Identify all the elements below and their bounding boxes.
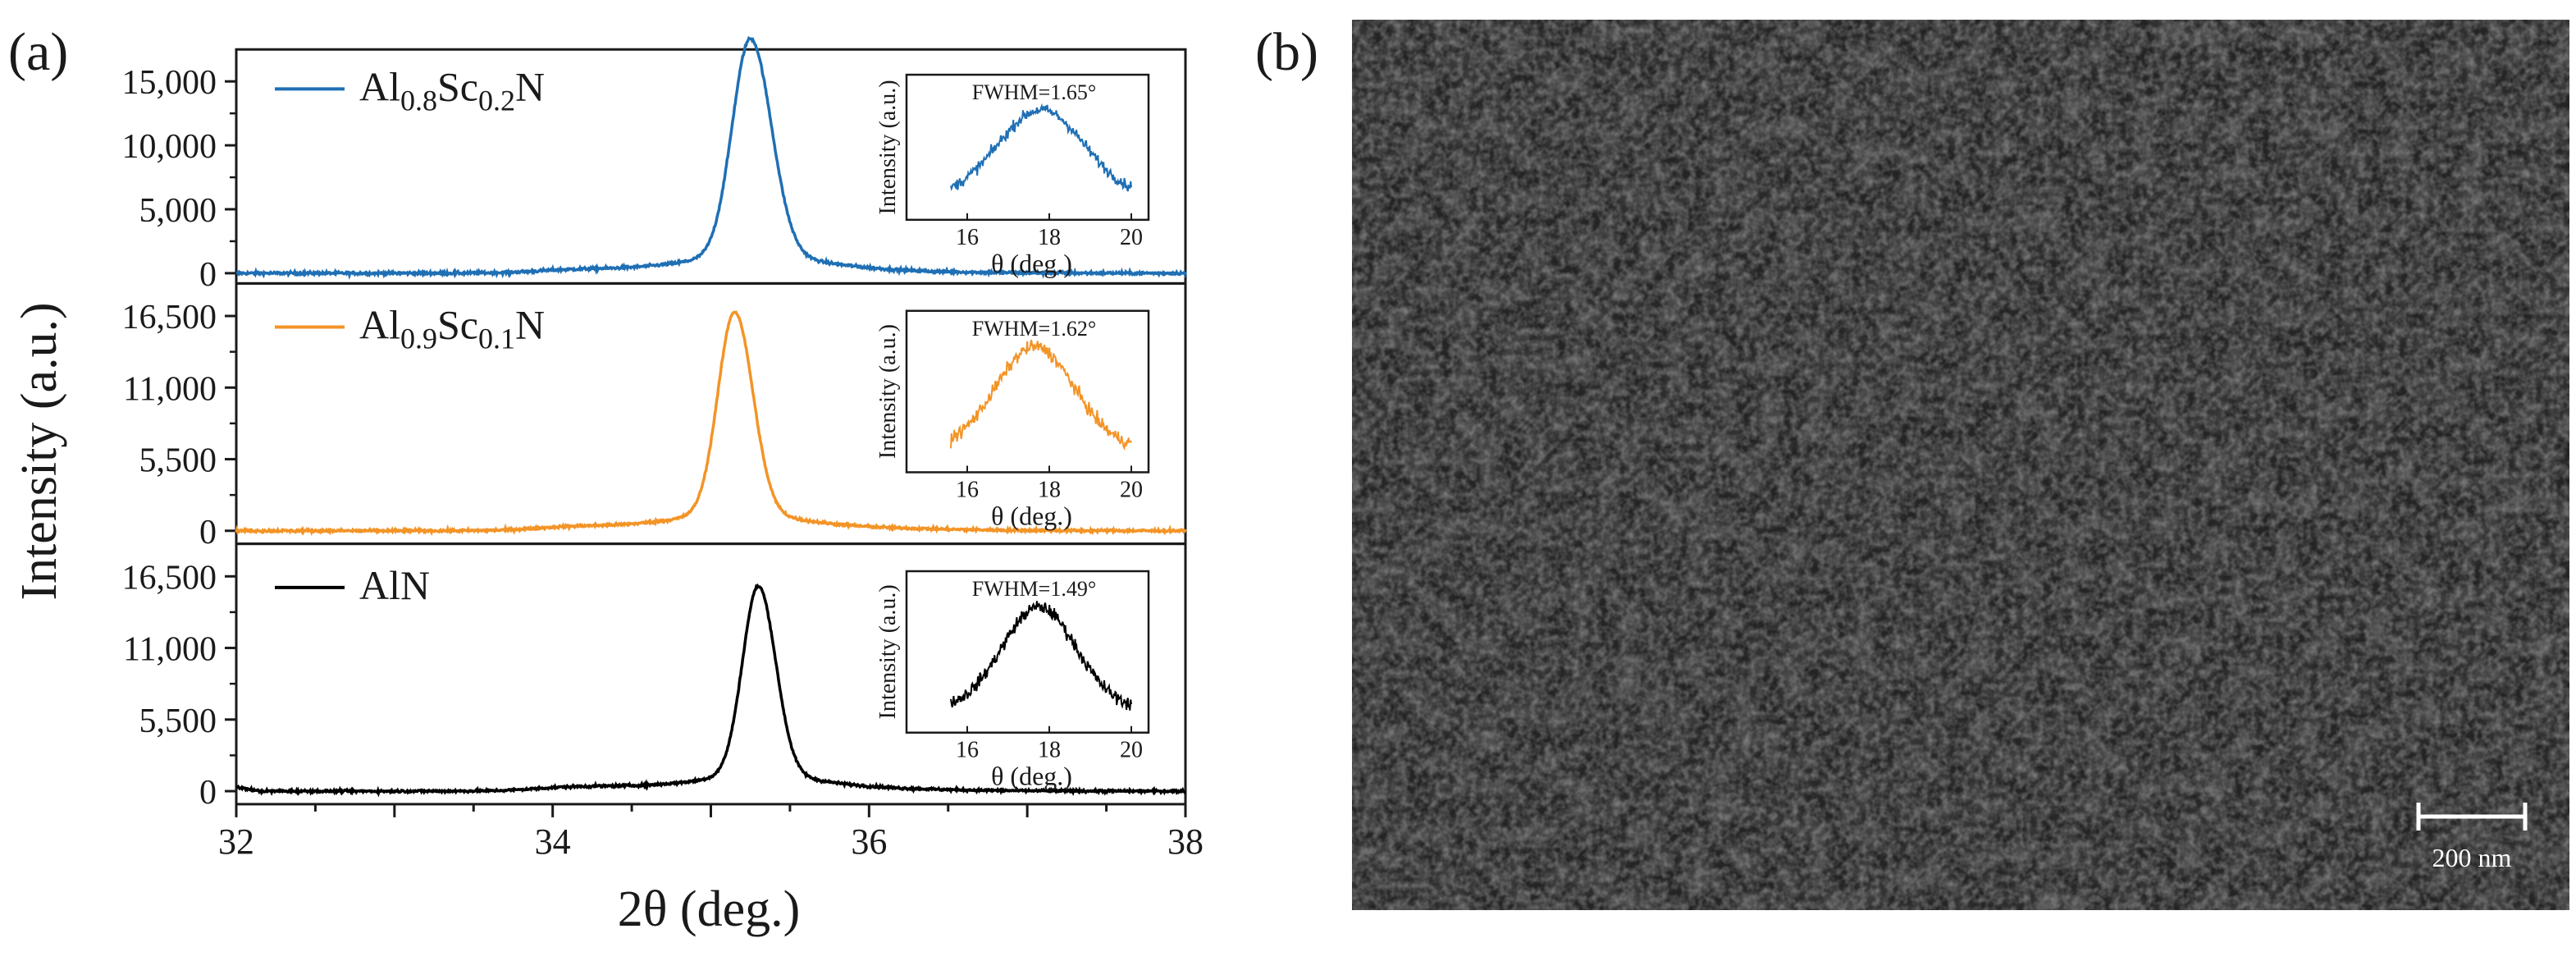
inset-x-tick-label: 20: [1120, 477, 1143, 502]
inset-fwhm-label: FWHM=1.65°: [972, 80, 1096, 104]
inset-frame: [905, 73, 1150, 222]
y-tick-label: 16,500: [122, 559, 217, 597]
inset-x-label: θ (deg.): [991, 249, 1072, 278]
x-axis-title: 2θ (deg.): [618, 881, 801, 937]
xrd-plots: 0 5,000 10,000 15,000 Al0.8Sc0.2N 16 18 20 θ (de…: [122, 35, 1204, 862]
inset-x-tick-label: 16: [956, 738, 979, 763]
scale-bar: 200 nm: [2416, 803, 2528, 872]
legend-entry: Al0.8Sc0.2N: [359, 63, 545, 117]
y-tick-label: 15,000: [122, 64, 217, 102]
panel-2: 0 5,500 11,000 16,500 Al0.9Sc0.1N 16 18 20 θ (de…: [122, 281, 1187, 551]
y-tick-label: 10,000: [122, 128, 217, 166]
x-tick-label: 34: [535, 821, 571, 862]
inset-x-label: θ (deg.): [991, 762, 1072, 791]
inset-plot: 16 18 20 θ (deg.) Intensity (a.u.) FWHM=1.62°: [875, 309, 1150, 530]
panel-a-label: (a): [8, 22, 68, 82]
legend-entry: AlN: [359, 562, 430, 608]
y-axis-title: Intensity (a.u.): [11, 302, 67, 600]
y-tick-label: 5,500: [139, 702, 217, 740]
inset-x-tick-label: 20: [1120, 738, 1143, 763]
inset-x-tick-label: 20: [1120, 225, 1143, 250]
panel-3: 0 5,500 11,000 16,500 AlN 16 18 20 θ (deg.) Inten…: [122, 542, 1187, 817]
panel-b-label: (b): [1255, 22, 1318, 82]
x-tick-label: 38: [1167, 821, 1204, 862]
inset-series-line: [950, 103, 1132, 192]
inset-y-label: Intensity (a.u.): [875, 80, 901, 214]
y-tick-label: 11,000: [123, 631, 217, 669]
inset-y-label: Intensity (a.u.): [875, 324, 901, 459]
inset-fwhm-label: FWHM=1.62°: [972, 317, 1096, 341]
inset-series-line: [950, 601, 1132, 711]
inset-x-tick-label: 18: [1038, 738, 1061, 763]
inset-fwhm-label: FWHM=1.49°: [972, 577, 1096, 601]
y-tick-label: 5,000: [139, 192, 217, 230]
y-tick-label: 11,000: [123, 370, 217, 408]
inset-frame: [905, 309, 1150, 474]
panel-1: 0 5,000 10,000 15,000 Al0.8Sc0.2N 16 18 20 θ (de…: [122, 35, 1187, 294]
series-line: [235, 583, 1187, 798]
y-tick-label: 0: [199, 256, 217, 294]
inset-x-tick-label: 16: [956, 477, 979, 502]
x-tick-label: 32: [218, 821, 254, 862]
inset-plot: 16 18 20 θ (deg.) Intensity (a.u.) FWHM=1.49°: [875, 570, 1150, 791]
sem-image: 200 nm: [1352, 20, 2569, 910]
series-line: [235, 35, 1187, 281]
inset-y-label: Intensity (a.u.): [875, 584, 901, 719]
inset-series-line: [950, 339, 1132, 451]
inset-frame: [905, 570, 1150, 734]
inset-x-tick-label: 18: [1038, 477, 1061, 502]
scale-bar-label: 200 nm: [2432, 843, 2512, 872]
y-tick-label: 5,500: [139, 442, 217, 480]
legend-entry: Al0.9Sc0.1N: [359, 302, 545, 355]
inset-x-label: θ (deg.): [991, 501, 1072, 530]
inset-x-tick-label: 18: [1038, 225, 1061, 250]
y-tick-label: 0: [199, 514, 217, 551]
series-line: [235, 310, 1187, 537]
y-tick-label: 0: [199, 774, 217, 812]
inset-plot: 16 18 20 θ (deg.) Intensity (a.u.) FWHM=1.65°: [875, 73, 1150, 278]
y-tick-label: 16,500: [122, 299, 217, 336]
x-tick-label: 36: [851, 821, 887, 862]
inset-x-tick-label: 16: [956, 225, 979, 250]
